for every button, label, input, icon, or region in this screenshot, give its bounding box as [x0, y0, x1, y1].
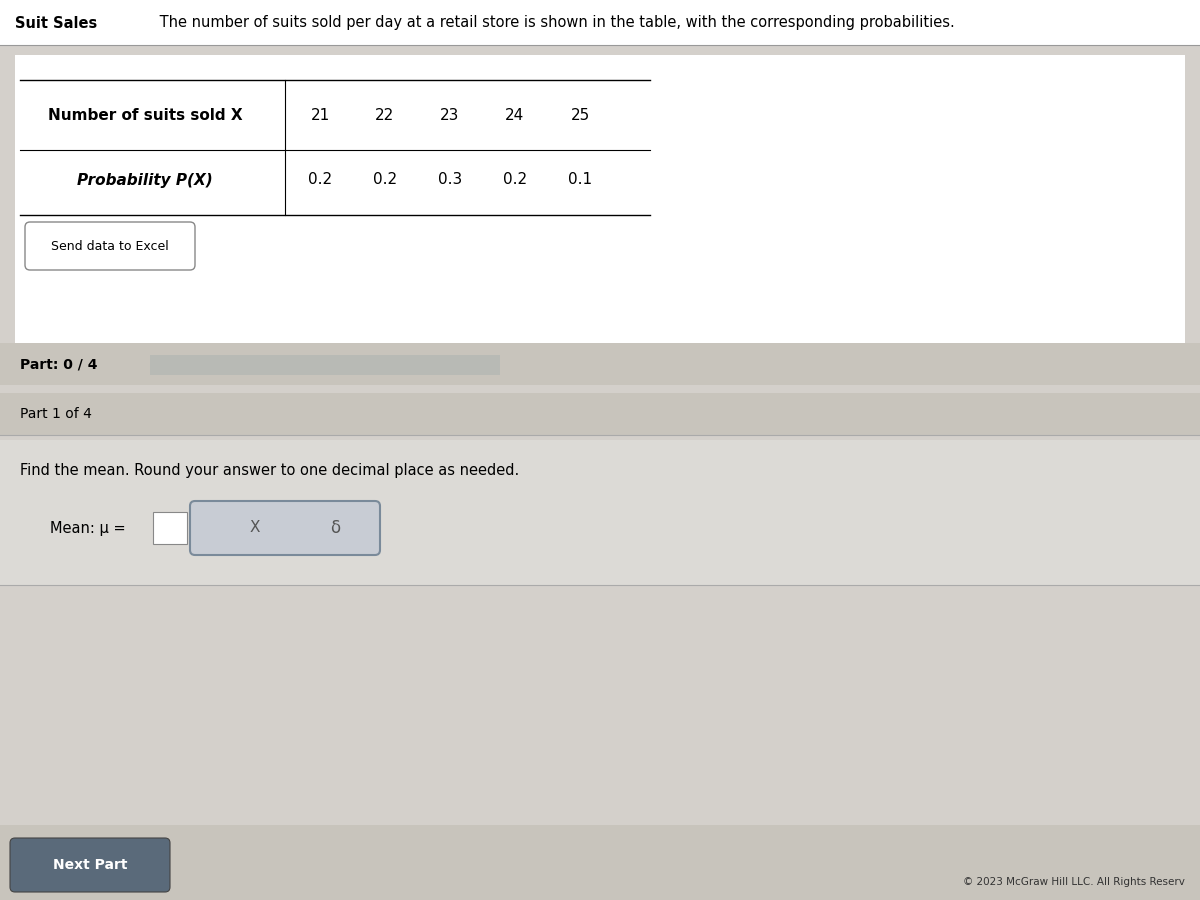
- Text: Mean: μ =: Mean: μ =: [50, 520, 126, 536]
- Text: 0.1: 0.1: [568, 173, 592, 187]
- Text: 0.2: 0.2: [503, 173, 527, 187]
- FancyBboxPatch shape: [0, 0, 1200, 45]
- Text: X: X: [250, 520, 260, 536]
- Text: 25: 25: [570, 107, 589, 122]
- FancyBboxPatch shape: [0, 825, 1200, 900]
- Text: 23: 23: [440, 107, 460, 122]
- Text: Probability P(X): Probability P(X): [77, 173, 212, 187]
- Text: 0.2: 0.2: [308, 173, 332, 187]
- FancyBboxPatch shape: [25, 222, 196, 270]
- Text: 24: 24: [505, 107, 524, 122]
- Text: The number of suits sold per day at a retail store is shown in the table, with t: The number of suits sold per day at a re…: [155, 15, 955, 31]
- FancyBboxPatch shape: [0, 343, 1200, 385]
- FancyBboxPatch shape: [190, 501, 380, 555]
- Text: 0.2: 0.2: [373, 173, 397, 187]
- Text: 0.3: 0.3: [438, 173, 462, 187]
- Text: Find the mean. Round your answer to one decimal place as needed.: Find the mean. Round your answer to one …: [20, 463, 520, 478]
- Text: Part 1 of 4: Part 1 of 4: [20, 407, 92, 421]
- FancyBboxPatch shape: [0, 393, 1200, 435]
- Text: Part: 0 / 4: Part: 0 / 4: [20, 357, 97, 371]
- FancyBboxPatch shape: [154, 512, 187, 544]
- FancyBboxPatch shape: [14, 55, 1186, 350]
- Text: Number of suits sold X: Number of suits sold X: [48, 107, 242, 122]
- FancyBboxPatch shape: [10, 838, 170, 892]
- Text: Next Part: Next Part: [53, 858, 127, 872]
- Text: © 2023 McGraw Hill LLC. All Rights Reserv: © 2023 McGraw Hill LLC. All Rights Reser…: [964, 877, 1186, 887]
- Text: 21: 21: [311, 107, 330, 122]
- FancyBboxPatch shape: [0, 590, 1200, 820]
- Text: Send data to Excel: Send data to Excel: [52, 239, 169, 253]
- Text: δ: δ: [330, 519, 340, 537]
- Text: Suit Sales: Suit Sales: [14, 15, 97, 31]
- FancyBboxPatch shape: [0, 440, 1200, 585]
- Text: 22: 22: [376, 107, 395, 122]
- FancyBboxPatch shape: [150, 355, 500, 375]
